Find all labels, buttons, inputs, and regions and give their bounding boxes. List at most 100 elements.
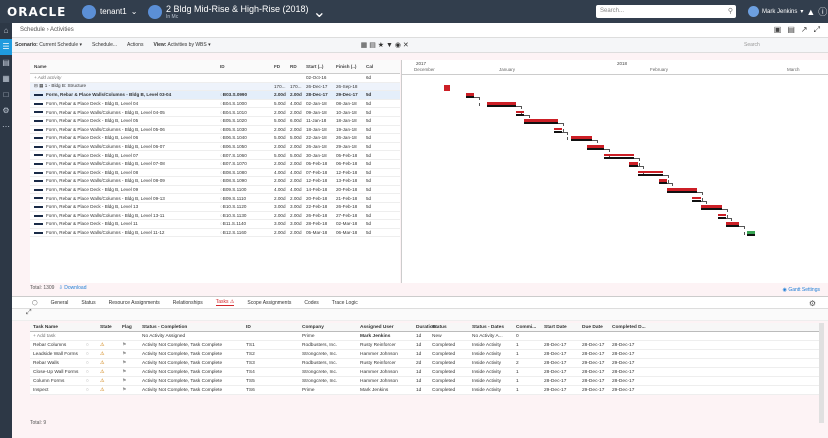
task-row[interactable]: Inspect ○ ⚠ ⚑ Activity Not Complete, Task Co…: [30, 386, 820, 395]
wbs-row[interactable]: ⊟ ▦ 1 - Bldg B: Structure 170... 170... 26-…: [30, 82, 400, 92]
comment-icon[interactable]: ○: [220, 221, 223, 227]
comment-icon[interactable]: ○: [220, 195, 223, 201]
warning-icon[interactable]: ⚠: [100, 378, 105, 384]
warning-icon[interactable]: ⚠: [100, 342, 105, 348]
activity-row[interactable]: Form, Rebar & Place Walls/Columns - Bldg…: [30, 160, 400, 169]
col-fd[interactable]: FD: [274, 64, 281, 69]
gantt-bar[interactable]: [570, 136, 592, 139]
warning-icon[interactable]: ⚠: [100, 387, 105, 393]
comment-icon[interactable]: ○: [220, 204, 223, 210]
activity-row[interactable]: Form, Rebar & Place Walls/Columns - Bldg…: [30, 143, 400, 152]
comment-icon[interactable]: ○: [220, 101, 223, 107]
comment-icon[interactable]: ○: [220, 92, 223, 98]
comment-icon[interactable]: ○: [86, 360, 89, 366]
warning-icon[interactable]: ⚠: [100, 351, 105, 357]
activity-row[interactable]: Form, Rebar & Place Walls/Columns - Bldg…: [30, 229, 400, 238]
comment-icon[interactable]: ○: [220, 152, 223, 158]
activity-row[interactable]: Form, Rebar & Place Walls/Columns - Bldg…: [30, 108, 400, 117]
add-activity-row[interactable]: + Add activity 02-Oct-16 6d: [30, 74, 400, 83]
flag-icon[interactable]: ⚑: [122, 360, 127, 366]
flag-icon[interactable]: ⚑: [122, 378, 127, 384]
comment-icon[interactable]: ○: [220, 161, 223, 167]
view-mode-icons[interactable]: ▦ ▤ ★ ▼ ◉ ✕: [360, 42, 409, 49]
col-name[interactable]: Name: [34, 64, 47, 69]
activity-row[interactable]: Form, Rebar & Place Deck - Bldg B, Level…: [30, 100, 400, 109]
comment-icon[interactable]: ○: [220, 178, 223, 184]
comment-icon[interactable]: ○: [220, 169, 223, 175]
col-start[interactable]: Start (..): [306, 64, 324, 69]
comment-icon[interactable]: ○: [220, 212, 223, 218]
actions-menu[interactable]: Actions: [127, 42, 144, 48]
tab-scope-assignments[interactable]: Scope Assignments: [247, 299, 292, 306]
activity-row[interactable]: Form, Rebar & Place Deck - Bldg B, Level…: [30, 151, 400, 160]
bell-icon[interactable]: ▲: [806, 6, 816, 17]
activity-row[interactable]: Form, Rebar & Place Deck - Bldg B, Level…: [30, 117, 400, 126]
bank-icon[interactable]: □: [3, 90, 9, 99]
project-selector[interactable]: 2 Bldg Mid-Rise & High-Rise (2018) In Mc ⌄: [148, 2, 326, 21]
tab-trace-logic[interactable]: Trace Logic: [331, 299, 358, 306]
warning-icon[interactable]: ⚠: [100, 360, 105, 366]
flag-icon[interactable]: ⚑: [122, 369, 127, 375]
activity-row[interactable]: Form, Rebar & Place Deck - Bldg B, Level…: [30, 220, 400, 229]
activity-row[interactable]: Form, Rebar & Place Walls/Columns - Bldg…: [30, 177, 400, 186]
flag-icon[interactable]: ⚑: [122, 387, 127, 393]
expand-icon[interactable]: ⤢: [813, 25, 820, 34]
activity-row[interactable]: Form, Rebar & Place Walls/Columns - Bldg…: [30, 91, 400, 100]
list-icon[interactable]: ▤: [2, 58, 10, 67]
comment-icon[interactable]: ○: [86, 351, 89, 357]
comment-icon[interactable]: ○: [220, 118, 223, 124]
activity-row[interactable]: Form, Rebar & Place Walls/Columns - Bldg…: [30, 212, 400, 221]
comment-icon[interactable]: ○: [220, 126, 223, 132]
comment-icon[interactable]: ○: [220, 109, 223, 115]
activity-row[interactable]: Form, Rebar & Place Deck - Bldg B, Level…: [30, 134, 400, 143]
gantt-bar[interactable]: [658, 179, 668, 182]
gantt-bar[interactable]: [717, 213, 726, 217]
schedule-icon[interactable]: ☰: [0, 39, 12, 55]
grid-icon[interactable]: ▦: [2, 74, 10, 83]
tab-resource-assignments[interactable]: Resource Assignments: [108, 299, 160, 306]
flag-icon[interactable]: ⚑: [122, 342, 127, 348]
schedule-menu[interactable]: Schedule...: [92, 42, 118, 48]
collapse-icon[interactable]: ◯: [32, 299, 38, 306]
activity-row[interactable]: Form, Rebar & Place Deck - Bldg B, Level…: [30, 186, 400, 195]
scenario-dropdown[interactable]: Current Schedule: [39, 42, 79, 48]
global-search-input[interactable]: Search... ⚲: [596, 5, 736, 18]
gantt-bar[interactable]: [637, 170, 663, 174]
resize-icon[interactable]: ⤢: [26, 309, 32, 316]
warning-icon[interactable]: ⚠: [100, 369, 105, 375]
activity-row[interactable]: Form, Rebar & Place Deck - Bldg B, Level…: [30, 169, 400, 178]
task-row[interactable]: Leadside Wall Forms ○ ⚠ ⚑ Activity Not Compl…: [30, 350, 820, 359]
home-icon[interactable]: ⌂: [3, 26, 9, 35]
activity-row[interactable]: Form, Rebar & Place Walls/Columns - Bldg…: [30, 126, 400, 135]
comment-icon[interactable]: ○: [220, 135, 223, 141]
document-icon[interactable]: ▤: [787, 25, 795, 34]
gantt-settings-link[interactable]: ◉ Gantt Settings: [782, 287, 820, 293]
tasks-scrollbar[interactable]: [819, 323, 824, 423]
breadcrumb-schedule[interactable]: Schedule: [20, 27, 46, 33]
tab-tasks[interactable]: Tasks ⚠: [215, 299, 235, 306]
col-finish[interactable]: Finish (..): [336, 64, 357, 69]
tab-general[interactable]: General: [50, 299, 69, 306]
gantt-bar[interactable]: [747, 231, 756, 234]
tab-codes[interactable]: Codes: [304, 299, 319, 306]
activity-row[interactable]: Form, Rebar & Place Walls/Columns - Bldg…: [30, 194, 400, 203]
gantt-bar[interactable]: [465, 93, 474, 96]
tab-status[interactable]: Status: [81, 299, 96, 306]
gantt-bar[interactable]: [486, 102, 516, 105]
task-row[interactable]: Rebar Walls ○ ⚠ ⚑ Activity Not Complete, Tas…: [30, 359, 820, 368]
gantt-bar[interactable]: [629, 162, 638, 165]
gantt-bar[interactable]: [667, 188, 697, 191]
comment-icon[interactable]: ○: [86, 369, 89, 375]
comment-icon[interactable]: ○: [220, 187, 223, 193]
gantt-bar[interactable]: [587, 145, 605, 148]
task-row[interactable]: Close-Up Wall Forms ○ ⚠ ⚑ Activity Not Compl…: [30, 368, 820, 377]
task-row[interactable]: Rebar Columns ○ ⚠ ⚑ Activity Not Complete, T…: [30, 341, 820, 350]
gantt-bar[interactable]: [692, 196, 701, 200]
add-task-row[interactable]: + Add task No Activity Assigned Prime Mark …: [30, 332, 820, 341]
comment-icon[interactable]: ○: [86, 378, 89, 384]
col-rd[interactable]: RD: [290, 64, 297, 69]
chat-icon[interactable]: ▣: [773, 25, 782, 34]
activity-row[interactable]: Form, Rebar & Place Deck - Bldg B, Level…: [30, 203, 400, 212]
more-icon[interactable]: ⋯: [2, 122, 10, 131]
gantt-bar[interactable]: [516, 110, 525, 114]
